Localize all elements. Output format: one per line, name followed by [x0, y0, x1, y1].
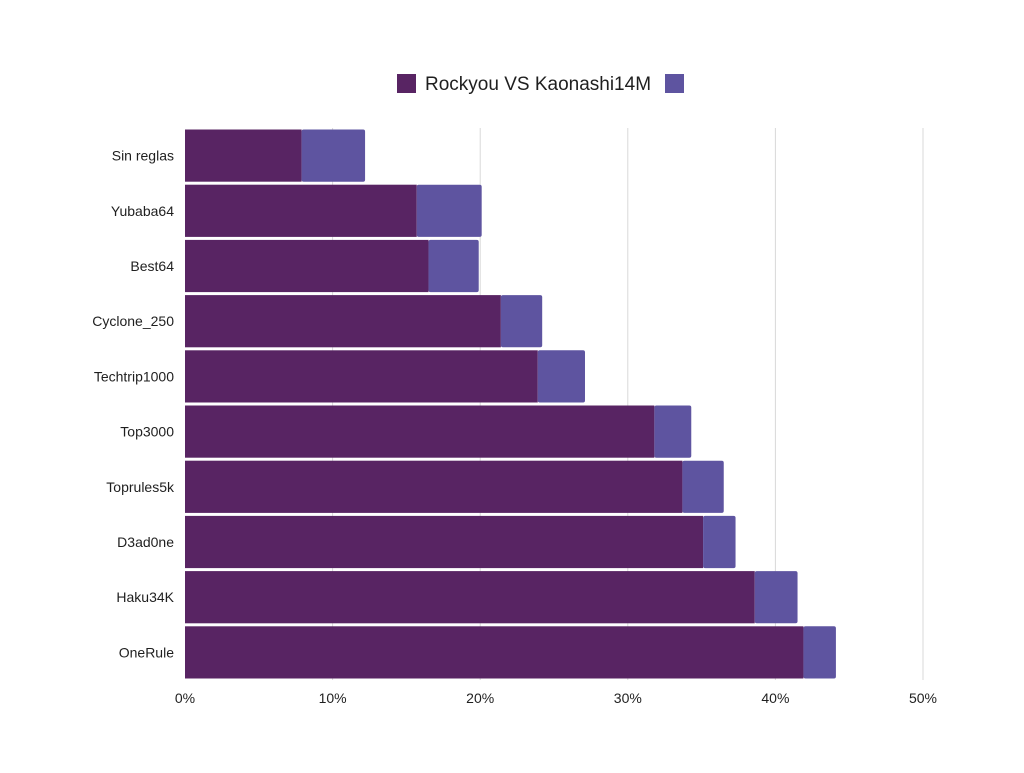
legend-swatch-series-1 [397, 74, 416, 93]
bar-segment-series-1 [185, 295, 501, 348]
x-tick-label: 20% [466, 690, 494, 706]
bar-segment-series-2 [500, 295, 543, 348]
bar-segment-series-2 [754, 571, 798, 624]
legend-swatch-series-2 [665, 74, 684, 93]
bar-segment-series-1 [185, 460, 683, 513]
y-category-label: Cyclone_250 [92, 313, 174, 329]
y-category-label: Top3000 [120, 424, 174, 440]
y-category-label: Sin reglas [112, 148, 174, 164]
bar-segment-series-2 [654, 405, 692, 458]
bar-segment-series-2 [301, 129, 366, 182]
y-category-label: D3ad0ne [117, 534, 174, 550]
bars [185, 129, 836, 679]
bar-segment-series-2 [703, 515, 736, 569]
legend: Rockyou VS Kaonashi14M [397, 74, 684, 95]
bar-segment-series-1 [185, 129, 302, 182]
bar-segment-series-1 [185, 350, 538, 403]
bar-segment-series-1 [185, 515, 704, 569]
bar-segment-series-1 [185, 626, 804, 679]
bar-segment-series-1 [185, 571, 755, 624]
bar-segment-series-2 [428, 239, 479, 293]
x-tick-label: 30% [614, 690, 642, 706]
bar-segment-series-1 [185, 184, 417, 237]
x-tick-label: 0% [175, 690, 195, 706]
bar-segment-series-2 [537, 350, 585, 403]
y-category-label: Techtrip1000 [94, 368, 174, 384]
y-category-label: Yubaba64 [111, 203, 174, 219]
y-category-label: Best64 [130, 258, 174, 274]
x-tick-label: 10% [319, 690, 347, 706]
axis-labels: 0% 10% 20% 30% 40% 50% Sin reglas Yubaba64 Best6… [92, 148, 937, 706]
bar-segment-series-1 [185, 405, 655, 458]
bar-segment-series-2 [682, 460, 724, 513]
bar-segment-series-2 [416, 184, 482, 237]
legend-label-series-1: Rockyou VS Kaonashi14M [425, 74, 651, 95]
y-category-label: Toprules5k [106, 479, 175, 495]
y-category-label: OneRule [119, 644, 174, 660]
bar-segment-series-1 [185, 239, 429, 293]
x-tick-label: 40% [761, 690, 789, 706]
bar-segment-series-2 [803, 626, 836, 679]
x-tick-label: 50% [909, 690, 937, 706]
y-category-label: Haku34K [116, 589, 174, 605]
